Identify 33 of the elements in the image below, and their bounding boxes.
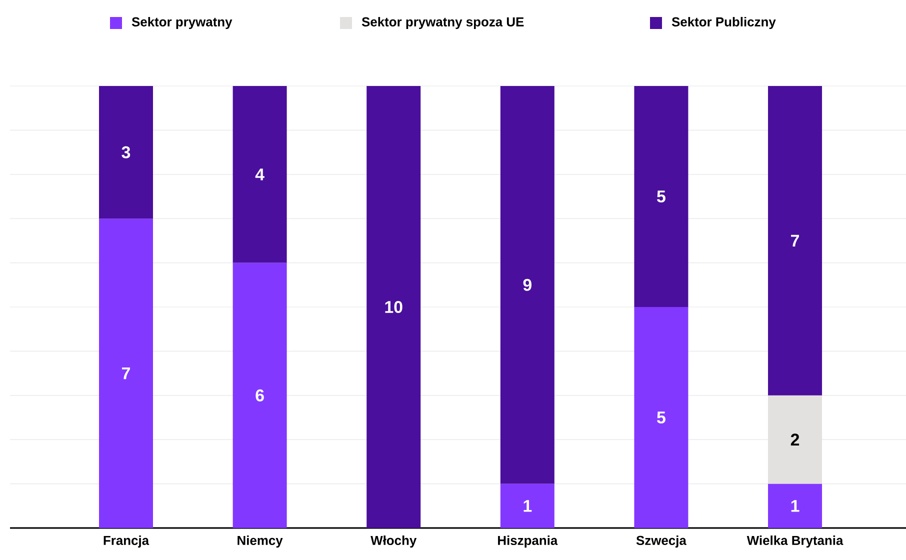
legend-label: Sektor Publiczny — [672, 16, 776, 30]
data-label: 2 — [790, 434, 800, 446]
bar — [232, 86, 287, 263]
x-tick-label: Hiszpania — [498, 536, 558, 548]
bar — [768, 395, 822, 484]
data-label: 3 — [122, 146, 130, 158]
x-tick-label: Szwecja — [636, 536, 686, 548]
bar — [634, 86, 688, 307]
data-label: 10 — [385, 301, 402, 313]
bar — [500, 86, 554, 484]
x-tick-label: Francja — [104, 536, 150, 548]
bar — [366, 86, 421, 528]
bar — [500, 484, 554, 528]
x-tick-label: Włochy — [370, 536, 417, 548]
data-label: 5 — [657, 190, 666, 202]
data-label: 7 — [791, 234, 799, 247]
data-label: 1 — [524, 500, 532, 512]
data-label: 6 — [256, 389, 264, 402]
bar — [232, 262, 287, 528]
bar — [768, 86, 822, 396]
data-label: 9 — [523, 278, 532, 291]
legend-label: Sektor prywatny — [132, 16, 232, 30]
bar — [99, 218, 153, 528]
data-label: 5 — [657, 412, 666, 424]
x-tick-label: Wielka Brytania — [746, 536, 844, 548]
legend-label: Sektor prywatny spoza UE — [362, 16, 524, 30]
bar — [634, 306, 688, 528]
bar — [99, 86, 153, 219]
data-label: 1 — [791, 500, 800, 512]
bar — [768, 484, 822, 528]
data-label: 7 — [122, 367, 130, 380]
data-label: 4 — [255, 168, 264, 180]
x-tick-label: Niemcy — [238, 536, 283, 548]
